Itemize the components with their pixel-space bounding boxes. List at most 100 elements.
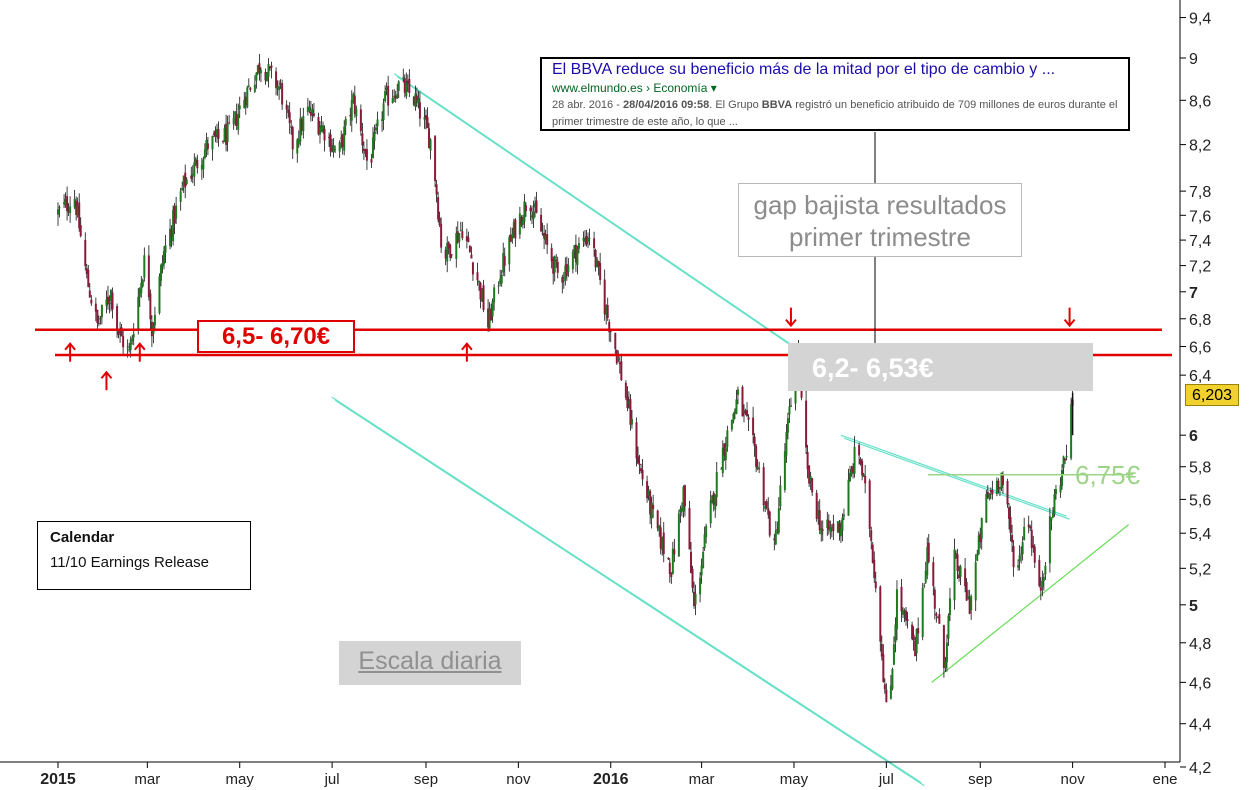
candle-body <box>650 502 653 519</box>
candle-body <box>599 263 602 280</box>
candle-body <box>841 517 844 531</box>
scale-label: Escala diaria <box>339 641 521 685</box>
candle-body <box>755 445 758 468</box>
candle-body <box>720 468 723 470</box>
candle-body <box>815 492 818 519</box>
candle-body <box>571 251 574 270</box>
candle-body <box>667 557 670 560</box>
candle-body <box>222 140 225 143</box>
candle-body <box>986 491 989 498</box>
candle-body <box>1023 526 1026 541</box>
candle-body <box>885 689 888 703</box>
candle-body <box>278 86 281 91</box>
candle-body <box>57 209 59 215</box>
candle-body <box>116 306 119 329</box>
candle-body <box>244 96 247 106</box>
candle-body <box>747 417 750 420</box>
candle-body <box>84 239 87 266</box>
arrow-head <box>785 318 797 328</box>
candle-body <box>752 417 755 436</box>
candle-body <box>403 78 406 93</box>
candle-body <box>924 570 927 583</box>
candle-body <box>137 296 140 331</box>
y-tick-label: 7 <box>1189 285 1198 302</box>
candle-body <box>158 276 161 314</box>
candle-body <box>276 85 279 89</box>
candle-body <box>608 321 611 333</box>
candle-body <box>521 219 524 225</box>
candle-body <box>638 463 641 465</box>
candle-body <box>481 288 484 302</box>
candle-body <box>147 255 150 298</box>
candlesticks <box>57 54 1074 703</box>
candle-body <box>58 207 61 209</box>
candle-body <box>497 285 500 287</box>
x-tick-label: jul <box>878 771 894 788</box>
candle-body <box>514 219 517 239</box>
candle-body <box>503 256 506 266</box>
candle-body <box>365 149 368 161</box>
candle-body <box>677 513 680 557</box>
resistance-zone-label: 6,2- 6,53€ <box>788 343 1093 391</box>
candle-body <box>779 485 782 507</box>
candle-body <box>603 279 606 315</box>
candle-body <box>487 308 490 328</box>
candle-body <box>140 282 143 294</box>
candle-body <box>149 293 152 320</box>
candle-body <box>561 277 564 283</box>
candle-body <box>424 115 427 120</box>
candle-body <box>66 196 69 212</box>
candle-body <box>1053 494 1056 515</box>
candle-body <box>661 536 664 550</box>
candle-body <box>523 201 526 222</box>
candle-body <box>977 535 980 555</box>
news-callout: El BBVA reduce su beneficio más de la mi… <box>540 57 1130 131</box>
candle-body <box>200 164 203 170</box>
candle-body <box>468 245 471 252</box>
candle-body <box>490 308 493 321</box>
candle-body <box>741 386 744 417</box>
candle-body <box>331 149 334 151</box>
candle-body <box>285 104 288 110</box>
candle-body <box>988 493 991 499</box>
candle-body <box>1051 513 1054 518</box>
candle-body <box>1064 458 1067 461</box>
candle-body <box>635 422 638 459</box>
candle-body <box>491 301 494 317</box>
candle-body <box>827 520 830 530</box>
candle-body <box>465 236 468 242</box>
arrow-head <box>100 370 113 379</box>
candle-body <box>555 260 558 262</box>
candle-body <box>948 598 951 616</box>
candle-body <box>945 642 948 663</box>
candle-body <box>953 549 956 601</box>
candle-body <box>440 224 443 248</box>
y-tick-label: 9 <box>1189 51 1198 68</box>
y-tick-label: 6 <box>1189 428 1198 445</box>
candle-body <box>64 198 67 206</box>
candle-body <box>288 112 291 124</box>
news-title[interactable]: El BBVA reduce su beneficio más de la mi… <box>552 61 1056 78</box>
candle-body <box>394 95 397 99</box>
candle-body <box>1029 526 1032 529</box>
candle-body <box>615 350 618 364</box>
calendar-title: Calendar <box>50 529 115 546</box>
candle-body <box>637 456 640 464</box>
candle-body <box>329 134 332 152</box>
candle-body <box>861 460 864 476</box>
y-tick-label: 5,4 <box>1189 526 1211 543</box>
candle-body <box>624 382 627 398</box>
candle-body <box>839 528 842 537</box>
candle-body <box>544 234 547 241</box>
candle-body <box>682 486 685 512</box>
news-url[interactable]: www.elmundo.es › Economía ▾ <box>552 81 717 95</box>
candle-body <box>438 217 441 225</box>
news-date: 28/04/2016 09:58 <box>622 99 710 111</box>
candle-body <box>564 265 567 279</box>
candle-body <box>143 255 146 278</box>
candle-body <box>299 118 302 142</box>
level-arrows <box>64 307 1076 391</box>
candle-body <box>405 82 408 97</box>
candle-body <box>185 179 188 184</box>
candle-body <box>193 162 196 177</box>
